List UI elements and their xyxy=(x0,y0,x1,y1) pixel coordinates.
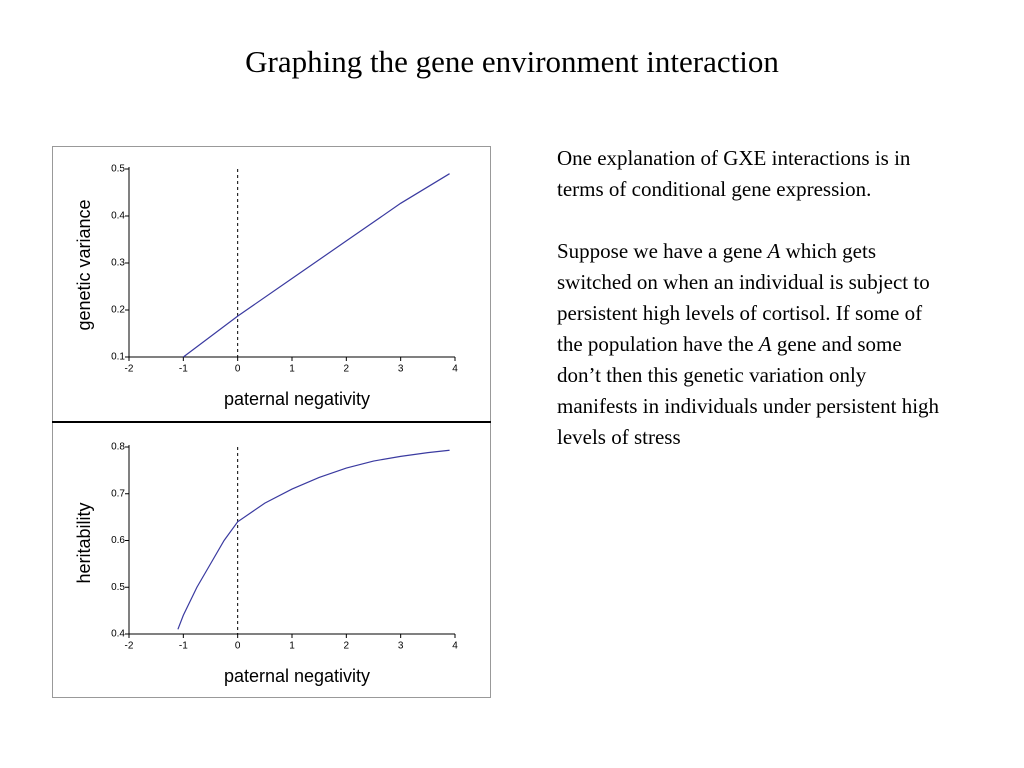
line-series xyxy=(182,173,450,358)
y-tick-label: 0.4 xyxy=(111,629,125,640)
y-tick-label: 0.2 xyxy=(111,305,125,316)
y-tick-label: 0.5 xyxy=(111,582,125,593)
x-tick-label: 0 xyxy=(235,641,241,652)
line-series xyxy=(177,449,450,630)
emphasis: A xyxy=(767,239,781,263)
y-tick-label: 0.6 xyxy=(111,535,125,546)
emphasis: A xyxy=(758,332,772,356)
y-axis-label: heritability xyxy=(74,502,94,583)
text-run: gene and some don’t then this genetic va… xyxy=(557,332,940,449)
x-tick-label: 1 xyxy=(289,364,295,375)
y-tick-label: 0.4 xyxy=(111,211,125,222)
slide-title: Graphing the gene environment interactio… xyxy=(245,44,779,79)
x-tick-label: -1 xyxy=(179,641,188,652)
x-tick-label: 4 xyxy=(452,364,458,375)
x-axis-label: paternal negativity xyxy=(224,666,370,686)
text-run: Suppose we have a gene xyxy=(557,239,768,263)
x-tick-label: 3 xyxy=(398,641,404,652)
text-run: One explanation of GXE interactions is i… xyxy=(557,146,911,201)
y-tick-label: 0.7 xyxy=(111,488,125,499)
x-tick-label: 1 xyxy=(289,641,295,652)
paragraph: One explanation of GXE interactions is i… xyxy=(557,143,942,205)
y-tick-label: 0.1 xyxy=(111,352,125,363)
x-tick-label: 0 xyxy=(235,364,241,375)
x-tick-label: 3 xyxy=(398,364,404,375)
x-tick-label: -1 xyxy=(179,364,188,375)
x-axis-label: paternal negativity xyxy=(224,389,370,409)
y-tick-label: 0.8 xyxy=(111,442,125,453)
text-run: which gets switched on when an individua… xyxy=(557,239,930,356)
x-tick-label: 4 xyxy=(452,641,458,652)
x-tick-label: -2 xyxy=(125,641,134,652)
x-tick-label: 2 xyxy=(344,641,350,652)
paragraph: Suppose we have a gene A which gets swit… xyxy=(557,236,942,453)
y-tick-label: 0.5 xyxy=(111,164,125,175)
y-axis-label: genetic variance xyxy=(74,199,94,330)
y-tick-label: 0.3 xyxy=(111,258,125,269)
x-tick-label: -2 xyxy=(125,364,134,375)
x-tick-label: 2 xyxy=(344,364,350,375)
text-body: One explanation of GXE interactions is i… xyxy=(557,143,942,484)
